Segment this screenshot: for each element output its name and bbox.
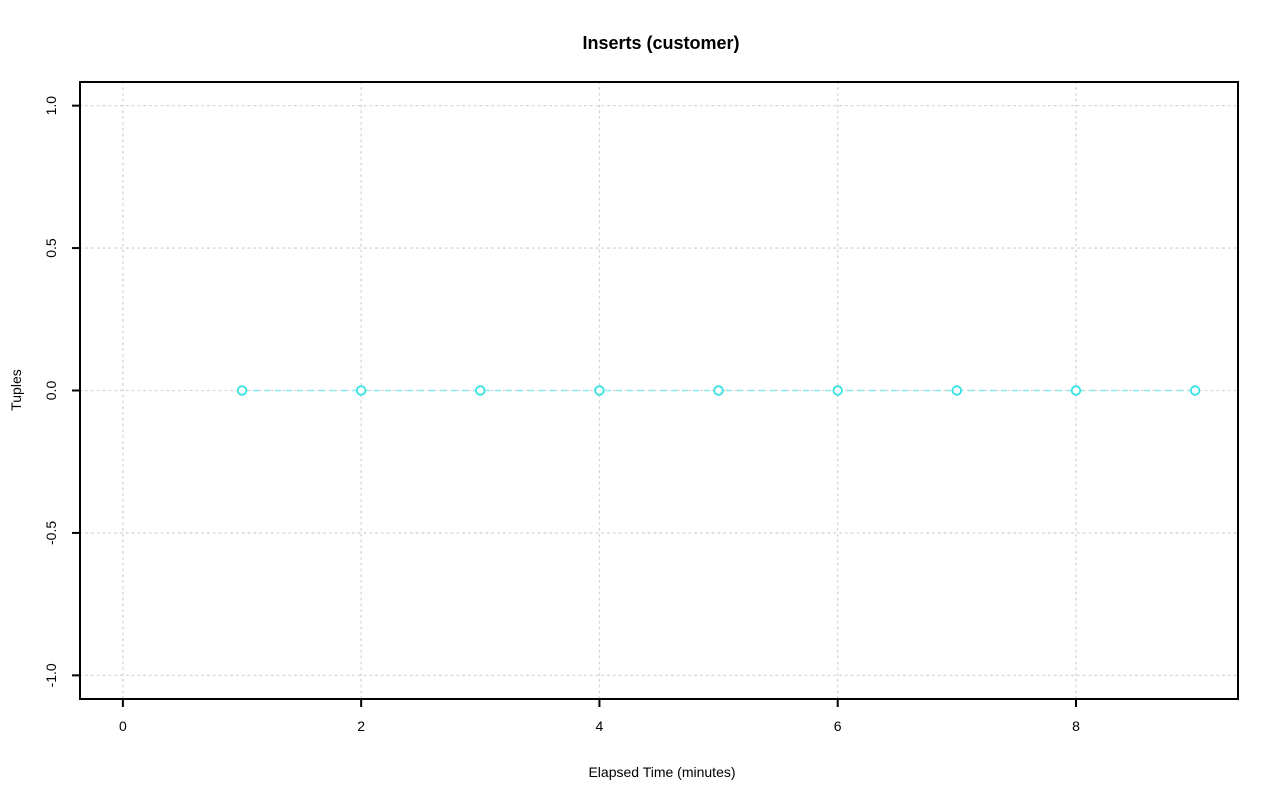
x-tick-label: 4 <box>596 718 604 734</box>
data-point <box>832 385 843 396</box>
data-point <box>1189 385 1201 396</box>
y-tick-label: -1.0 <box>43 663 59 687</box>
y-tick-label: -0.5 <box>43 521 59 545</box>
chart-title: Inserts (customer) <box>582 33 739 53</box>
y-tick-label: 0.5 <box>43 238 59 258</box>
series-layer <box>236 385 1201 396</box>
y-tick-label: 1.0 <box>43 96 59 116</box>
x-tick-label: 8 <box>1072 718 1080 734</box>
y-axis-label: Tuples <box>8 369 24 411</box>
x-tick-label: 0 <box>119 718 127 734</box>
x-axis-label: Elapsed Time (minutes) <box>588 764 735 780</box>
data-point <box>1070 385 1082 396</box>
data-point <box>475 385 486 396</box>
data-point <box>951 385 963 396</box>
data-point <box>594 385 605 396</box>
axes-layer: 0 2 4 6 8 -1.0 -0.5 0.0 0.5 1.0 <box>43 81 1239 734</box>
data-point <box>236 385 248 396</box>
y-tick-label: 0.0 <box>43 381 59 401</box>
x-tick-label: 2 <box>357 718 365 734</box>
data-point <box>713 385 724 396</box>
data-point <box>355 385 367 396</box>
x-tick-label: 6 <box>834 718 842 734</box>
